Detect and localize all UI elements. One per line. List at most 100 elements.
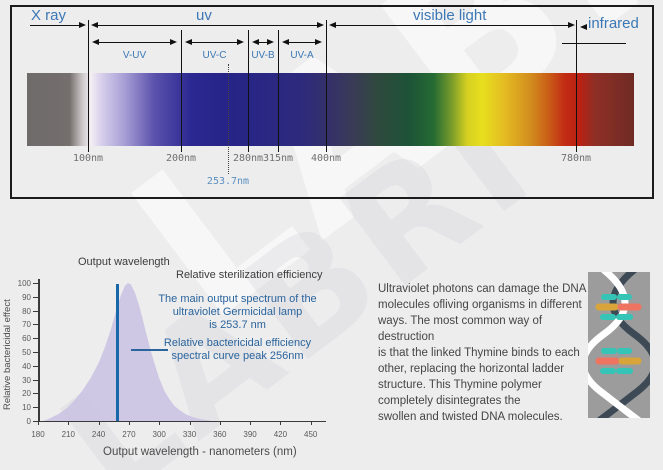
x-tick-label: 420: [273, 430, 288, 439]
x-tick-mark: [280, 421, 282, 425]
arrowhead-icon: [282, 38, 289, 45]
x-tick-label: 180: [31, 430, 45, 439]
uv-band-label: UV-C: [202, 50, 227, 61]
germicidal-wavelength-dotted-line: [228, 64, 229, 174]
wavelength-marker-line: [278, 30, 279, 152]
y-tick-mark: [33, 310, 38, 312]
chart-annotation-curve-peak: Relative bactericidal efficiency spectra…: [163, 337, 312, 362]
dna-damage-paragraph: Ultraviolet photons can damage the DNA m…: [378, 283, 587, 423]
y-tick-mark: [33, 338, 38, 340]
chart-x-axis-title: Output wavelength - nanometers (nm): [103, 446, 297, 458]
uv-band-arrow-line: [287, 42, 317, 43]
chart-subtitle: Relative sterilization efficiency: [176, 269, 323, 281]
uv-band-label: UV-A: [290, 50, 314, 61]
y-tick-mark: [33, 352, 38, 353]
wavelength-marker-line: [88, 20, 89, 152]
x-tick-mark: [310, 421, 312, 425]
y-tick-label: 20: [22, 389, 31, 399]
chart-annotation-lamp-spectrum: The main output spectrum of the ultravio…: [158, 293, 317, 331]
y-tick-label: 90: [22, 292, 31, 302]
dna-icon: [588, 272, 650, 418]
wavelength-marker-label: 200nm: [165, 153, 197, 164]
arrowhead-icon: [185, 38, 192, 45]
arrowhead-icon: [170, 38, 177, 45]
infrared-range-line: [562, 43, 626, 44]
spectrum-gradient-bar: [27, 73, 634, 146]
uv-band-arrow-line: [190, 42, 239, 43]
arrowhead-icon: [79, 21, 86, 28]
y-tick-label: 40: [22, 361, 31, 371]
arrowhead-icon: [237, 38, 244, 45]
x-tick-label: 210: [61, 430, 75, 439]
chart-title: Output wavelength: [78, 256, 170, 268]
arrowhead-icon: [568, 21, 575, 28]
x-tick-label: 270: [122, 430, 136, 439]
region-label-infrared: infrared: [588, 15, 639, 32]
x-tick-label: 300: [152, 430, 166, 439]
spectrum-panel-border: [10, 5, 654, 199]
chart-y-axis: [38, 279, 40, 422]
y-tick-mark: [33, 324, 38, 326]
x-tick-mark: [98, 421, 100, 425]
x-tick-mark: [68, 421, 70, 425]
y-tick-mark: [33, 407, 38, 409]
x-tick-mark: [38, 421, 39, 425]
uv-range-line: [96, 25, 319, 26]
arrowhead-icon: [91, 21, 98, 28]
y-tick-mark: [33, 379, 38, 381]
y-tick-label: 0: [26, 417, 31, 426]
y-tick-mark: [33, 283, 38, 284]
uv-band-arrow-line: [257, 42, 269, 43]
y-tick-label: 60: [22, 334, 31, 344]
x-tick-mark: [219, 421, 221, 425]
arrowhead-icon: [317, 21, 324, 28]
y-tick-mark: [33, 421, 38, 422]
x-tick-label: 390: [243, 430, 257, 439]
y-tick-label: 100: [17, 279, 31, 288]
arrowhead-icon: [580, 24, 587, 30]
arrowhead-icon: [329, 21, 336, 28]
y-tick-mark: [33, 393, 38, 395]
y-tick-label: 80: [22, 306, 31, 316]
x-tick-mark: [189, 421, 191, 425]
uv-band-arrow-line: [97, 42, 172, 43]
chart-y-axis-title: Relative bactericidal effect: [2, 299, 13, 411]
arrowhead-icon: [315, 38, 322, 45]
y-tick-label: 10: [22, 403, 31, 413]
arrowhead-icon: [252, 38, 259, 45]
uv-band-label: V-UV: [122, 50, 147, 61]
y-tick-label: 50: [22, 348, 31, 357]
wavelength-marker-line: [248, 30, 249, 152]
y-tick-mark: [33, 365, 38, 367]
wavelength-marker-label: 315nm: [262, 153, 294, 164]
wavelength-marker-label: 400nm: [310, 153, 342, 164]
region-label-xray: X ray: [31, 7, 67, 24]
y-tick-label: 70: [22, 320, 31, 330]
chart-x-axis: [38, 420, 326, 422]
y-tick-label: 30: [22, 375, 31, 385]
wavelength-marker-line: [326, 20, 327, 152]
x-tick-mark: [159, 421, 161, 425]
wavelength-marker-label: 100nm: [72, 153, 104, 164]
xray-range-line: [30, 25, 84, 26]
wavelength-marker-label: 280nm: [232, 153, 264, 164]
x-tick-mark: [250, 421, 252, 425]
annotation-key-line: [131, 349, 168, 351]
wavelength-marker-line: [576, 20, 577, 152]
x-tick-mark: [128, 421, 130, 425]
wavelength-marker-label: 780nm: [560, 153, 592, 164]
wavelength-marker-line: [181, 30, 182, 152]
region-label-visible-light: visible light: [413, 7, 487, 24]
germicidal-wavelength-label: 253.7nm: [206, 176, 250, 187]
x-tick-label: 450: [304, 430, 318, 439]
x-tick-label: 330: [182, 430, 197, 439]
arrowhead-icon: [92, 38, 99, 45]
x-tick-label: 240: [91, 430, 106, 439]
arrowhead-icon: [267, 38, 274, 45]
x-tick-label: 360: [213, 430, 227, 439]
uv-band-label: UV-B: [251, 50, 275, 61]
visible-range-line: [334, 25, 570, 26]
lamp-output-line: [116, 284, 119, 421]
region-label-uv: uv: [196, 7, 212, 24]
